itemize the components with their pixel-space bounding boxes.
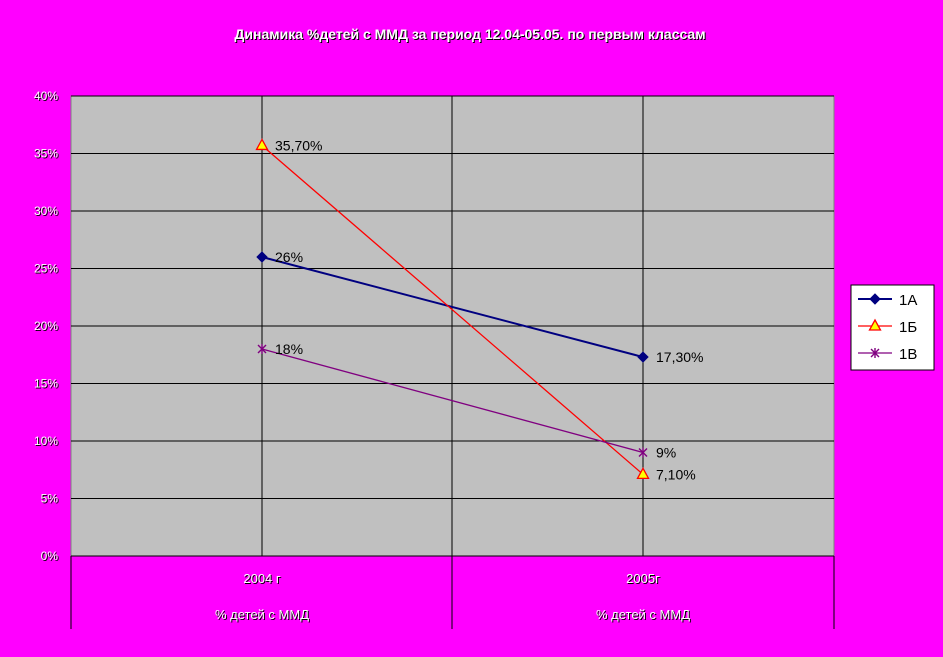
gridlines — [71, 95, 834, 557]
y-tick-label: 15%15% — [34, 377, 59, 392]
data-point-2-0 — [257, 344, 267, 354]
y-tick-label-text: 0% — [41, 549, 59, 563]
legend-marker-0 — [869, 293, 881, 305]
chart-title-group: Динамика %детей с ММД за период 12.04-05… — [234, 26, 706, 43]
y-tick-label-text: 40% — [34, 89, 58, 103]
y-tick-label: 20%20% — [34, 319, 59, 334]
legend-item-2: 1В — [858, 346, 917, 363]
y-axis-ticks: 0%0% 5%5% 10%10% 15%15% 20%20% 25%25% 30%30% 35… — [34, 89, 59, 564]
y-tick-label-text: 25% — [34, 262, 58, 276]
legend: 1А 1Б 1В — [850, 284, 935, 371]
x-category-sublabel-text: % детей с ММД — [596, 607, 690, 622]
y-tick-label: 5%5% — [41, 492, 60, 507]
data-label: 17,30% — [656, 349, 703, 365]
y-tick-label-text: 15% — [34, 377, 58, 391]
x-category-label-text: 2005г — [626, 571, 660, 586]
legend-box — [850, 284, 935, 371]
legend-item-0: 1А — [858, 292, 917, 309]
legend-label: 1А — [899, 292, 917, 309]
y-tick-label-text: 30% — [34, 204, 58, 218]
y-tick-label-shadow: 10% — [35, 435, 59, 449]
y-tick-label: 40%40% — [34, 89, 59, 104]
series-line-0 — [261, 256, 644, 359]
x-category-sublabel: % детей с ММД% детей с ММД — [596, 607, 691, 623]
y-tick-label-shadow: 0% — [42, 550, 60, 564]
y-tick-label: 35%35% — [34, 147, 59, 162]
series-markers — [255, 138, 650, 480]
data-point-0-0 — [256, 251, 268, 263]
x-category-sublabel-text: % детей с ММД — [215, 607, 309, 622]
data-label: 18% — [275, 341, 303, 357]
x-category-sublabel-shadow: % детей с ММД — [597, 608, 691, 623]
legend-label: 1В — [899, 346, 917, 363]
series-line-1 — [261, 144, 644, 475]
y-tick-label-text: 10% — [34, 434, 58, 448]
y-tick-label-shadow: 35% — [35, 148, 59, 162]
y-tick-label-text: 20% — [34, 319, 58, 333]
chart-title-shadow: Динамика %детей с ММД за период 12.04-05… — [235, 27, 706, 43]
x-category-label-text: 2004 г — [243, 571, 281, 586]
legend-marker-2 — [870, 348, 880, 358]
series-lines — [261, 144, 644, 475]
x-category-sublabel-shadow: % детей с ММД — [216, 608, 310, 623]
data-point-2-1 — [638, 447, 648, 458]
data-label: 26% — [275, 249, 303, 265]
y-tick-label: 30%30% — [34, 204, 59, 219]
y-tick-label-shadow: 25% — [35, 263, 59, 277]
data-label: 9% — [656, 445, 676, 461]
chart-title: Динамика %детей с ММД за период 12.04-05… — [234, 26, 706, 43]
y-tick-label-shadow: 20% — [35, 320, 59, 334]
legend-marker-1 — [868, 318, 882, 331]
x-category-label-shadow: 2005г — [627, 572, 661, 587]
data-label: 35,70% — [275, 137, 322, 153]
y-tick-label-text: 5% — [41, 492, 59, 506]
y-tick-label: 10%10% — [34, 434, 59, 449]
data-point-1-1 — [636, 467, 650, 480]
series-line-2 — [261, 348, 644, 454]
y-tick-label: 0%0% — [41, 549, 60, 564]
data-label: 7,10% — [656, 466, 696, 482]
y-tick-label-text: 35% — [34, 147, 58, 161]
chart-title-text: Динамика %детей с ММД за период 12.04-05… — [234, 26, 705, 42]
x-category-sublabel: % детей с ММД% детей с ММД — [215, 607, 310, 623]
legend-label: 1Б — [899, 319, 917, 336]
data-point-1-0 — [255, 138, 269, 151]
data-labels: 26% 17,30% 35,70% 7,10% 18% 9% — [275, 137, 703, 482]
legend-item-1: 1Б — [858, 318, 917, 336]
y-tick-label-shadow: 15% — [35, 378, 59, 392]
x-category-label-shadow: 2004 г — [244, 572, 282, 587]
y-tick-label-shadow: 5% — [42, 493, 60, 507]
y-tick-label-shadow: 40% — [35, 90, 59, 104]
y-tick-label-shadow: 30% — [35, 205, 59, 219]
data-point-0-1 — [637, 351, 649, 363]
y-tick-label: 25%25% — [34, 262, 59, 277]
